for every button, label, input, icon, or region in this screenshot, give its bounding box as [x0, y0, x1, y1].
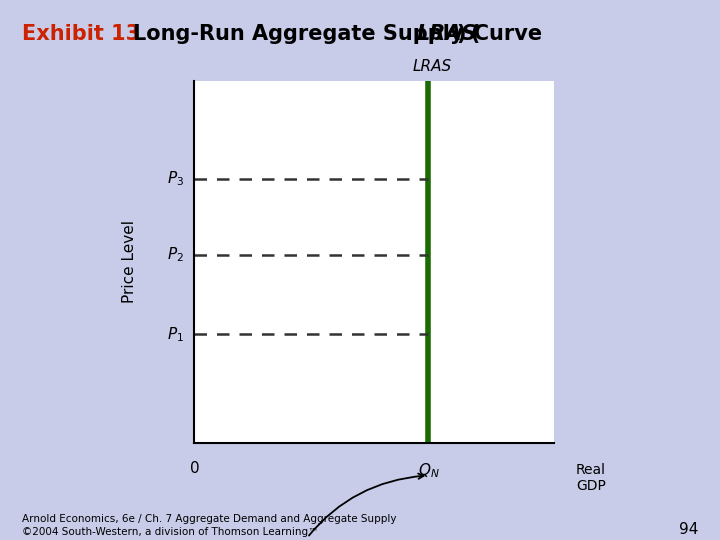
Text: Exhibit 13: Exhibit 13 [22, 24, 140, 44]
Text: 0: 0 [189, 461, 199, 476]
Text: ) Curve: ) Curve [457, 24, 542, 44]
Text: Arnold Economics, 6e / Ch. 7 Aggregate Demand and Aggregate Supply
©2004 South-W: Arnold Economics, 6e / Ch. 7 Aggregate D… [22, 514, 396, 537]
Text: LRAS: LRAS [413, 59, 451, 74]
Text: Price Level: Price Level [122, 220, 137, 303]
Text: Real
GDP: Real GDP [576, 463, 606, 493]
Text: $Q_N$: $Q_N$ [418, 461, 439, 480]
Text: Natural
Real GDP: Natural Real GDP [264, 474, 423, 540]
Text: LRAS: LRAS [416, 24, 477, 44]
Text: Long-Run Aggregate Supply (: Long-Run Aggregate Supply ( [133, 24, 480, 44]
Text: 94: 94 [679, 522, 698, 537]
Text: $P_1$: $P_1$ [167, 325, 184, 343]
Text: $P_3$: $P_3$ [166, 170, 184, 188]
Text: $P_2$: $P_2$ [167, 245, 184, 264]
